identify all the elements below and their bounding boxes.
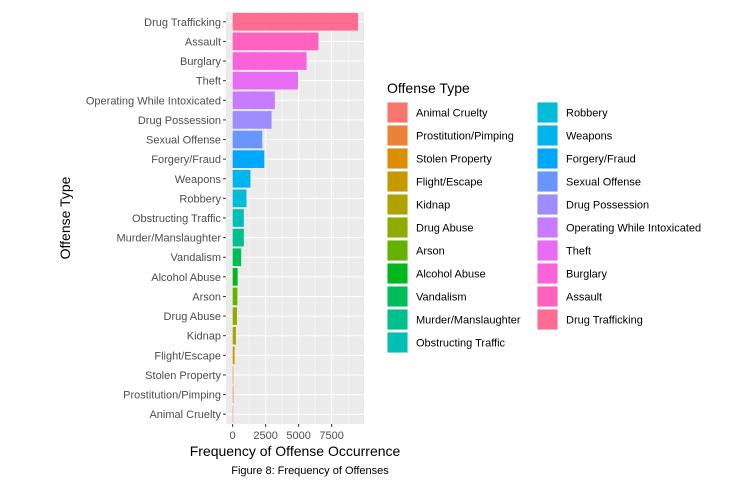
bar-vandalism [232,248,242,267]
legend-key-arson [387,240,408,261]
bar-drug-abuse [232,307,237,325]
y-tick-label-prostitution-pimping: Prostitution/Pimping [123,390,221,402]
legend-key-alcohol-abuse [387,263,408,284]
legend-key-robbery [537,102,558,123]
legend-key-weapons [537,125,558,146]
legend-label-forgery-fraud: Forgery/Fraud [566,154,636,166]
bars [232,12,359,424]
legend-key-burglary [537,263,558,284]
legend-label-stolen-property: Stolen Property [416,154,492,166]
legend: Offense Type Animal Cruelty Prostitution/… [387,80,701,353]
legend-key-prostitution-pimping [387,125,408,146]
legend-label-burglary: Burglary [566,269,607,281]
legend-label-kidnap: Kidnap [416,200,450,212]
legend-key-drug-trafficking [537,309,558,330]
y-tick-label-forgery-fraud: Forgery/Fraud [151,154,221,166]
bar-sexual-offense [232,130,263,149]
y-tick-label-kidnap: Kidnap [187,331,221,343]
bar-weapons [232,169,251,188]
legend-label-robbery: Robbery [566,108,608,120]
y-tick-label-obstructing-traffic: Obstructing Traffic [132,213,222,225]
x-tick-label: 0 [230,430,236,442]
y-tick-label-assault: Assault [185,36,221,48]
legend-key-assault [537,286,558,307]
legend-key-operating-while-intoxicated [537,217,558,238]
legend-label-murder-manslaughter: Murder/Manslaughter [416,315,521,327]
y-tick-label-drug-possession: Drug Possession [138,115,221,127]
legend-label-sexual-offense: Sexual Offense [566,177,641,189]
bar-flight-escape [232,346,235,365]
y-tick-label-drug-abuse: Drug Abuse [164,311,221,323]
bar-forgery-fraud [232,150,265,168]
legend-label-arson: Arson [416,246,445,258]
y-tick-label-weapons: Weapons [175,174,222,186]
legend-label-alcohol-abuse: Alcohol Abuse [416,269,486,281]
legend-key-theft [537,240,558,261]
legend-key-murder-manslaughter [387,309,408,330]
y-tick-label-murder-manslaughter: Murder/Manslaughter [116,233,221,245]
legend-label-vandalism: Vandalism [416,292,467,304]
y-axis-title: Offense Type [57,176,73,259]
legend-title: Offense Type [387,80,470,96]
y-tick-label-stolen-property: Stolen Property [145,370,221,382]
x-axis: 0 2500 5000 7500 [230,424,344,442]
legend-key-kidnap [387,194,408,215]
bar-kidnap [232,326,236,345]
bar-arson [232,287,238,306]
legend-key-sexual-offense [537,171,558,192]
legend-label-weapons: Weapons [566,131,613,143]
legend-label-operating-while-intoxicated: Operating While Intoxicated [566,223,701,235]
bar-operating-while-intoxicated [232,91,275,110]
bar-drug-trafficking [232,12,359,31]
x-tick-label: 7500 [319,430,343,442]
legend-key-forgery-fraud [537,148,558,169]
y-tick-label-drug-trafficking: Drug Trafficking [144,17,221,29]
y-tick-label-theft: Theft [196,76,221,88]
y-tick-label-vandalism: Vandalism [170,252,221,264]
legend-key-drug-abuse [387,217,408,238]
legend-key-animal-cruelty [387,102,408,123]
bar-robbery [232,189,247,208]
y-tick-label-flight-escape: Flight/Escape [154,350,221,362]
bar-stolen-property [232,366,234,384]
bar-obstructing-traffic [232,209,244,227]
figure-caption: Figure 8: Frequency of Offenses [231,465,389,477]
bar-assault [232,32,319,51]
legend-label-obstructing-traffic: Obstructing Traffic [416,338,506,350]
legend-label-drug-trafficking: Drug Trafficking [566,315,643,327]
legend-key-stolen-property [387,148,408,169]
legend-label-flight-escape: Flight/Escape [416,177,483,189]
y-tick-label-alcohol-abuse: Alcohol Abuse [151,272,221,284]
bar-burglary [232,52,307,70]
y-tick-label-operating-while-intoxicated: Operating While Intoxicated [86,95,221,107]
bar-theft [232,71,298,90]
legend-label-prostitution-pimping: Prostitution/Pimping [416,131,514,143]
legend-label-animal-cruelty: Animal Cruelty [416,108,488,120]
legend-items: Animal Cruelty Prostitution/Pimping Stolen… [387,102,701,353]
legend-key-drug-possession [537,194,558,215]
legend-key-flight-escape [387,171,408,192]
legend-label-theft: Theft [566,246,591,258]
bar-prostitution-pimping [232,385,234,404]
legend-label-drug-possession: Drug Possession [566,200,649,212]
y-tick-label-robbery: Robbery [179,193,221,205]
bar-alcohol-abuse [232,268,238,286]
y-tick-label-animal-cruelty: Animal Cruelty [149,409,221,421]
x-tick-label: 5000 [286,430,310,442]
legend-key-vandalism [387,286,408,307]
y-tick-label-sexual-offense: Sexual Offense [146,135,221,147]
bar-murder-manslaughter [232,228,244,247]
y-axis: Drug Trafficking Assault Burglary Theft Oper… [86,17,226,421]
legend-label-assault: Assault [566,292,602,304]
y-tick-label-burglary: Burglary [180,56,221,68]
bar-animal-cruelty [232,405,234,424]
x-tick-label: 2500 [253,430,277,442]
x-axis-title: Frequency of Offense Occurrence [190,443,401,459]
legend-label-drug-abuse: Drug Abuse [416,223,473,235]
bar-drug-possession [232,111,272,129]
legend-key-obstructing-traffic [387,332,408,353]
y-tick-label-arson: Arson [192,291,221,303]
